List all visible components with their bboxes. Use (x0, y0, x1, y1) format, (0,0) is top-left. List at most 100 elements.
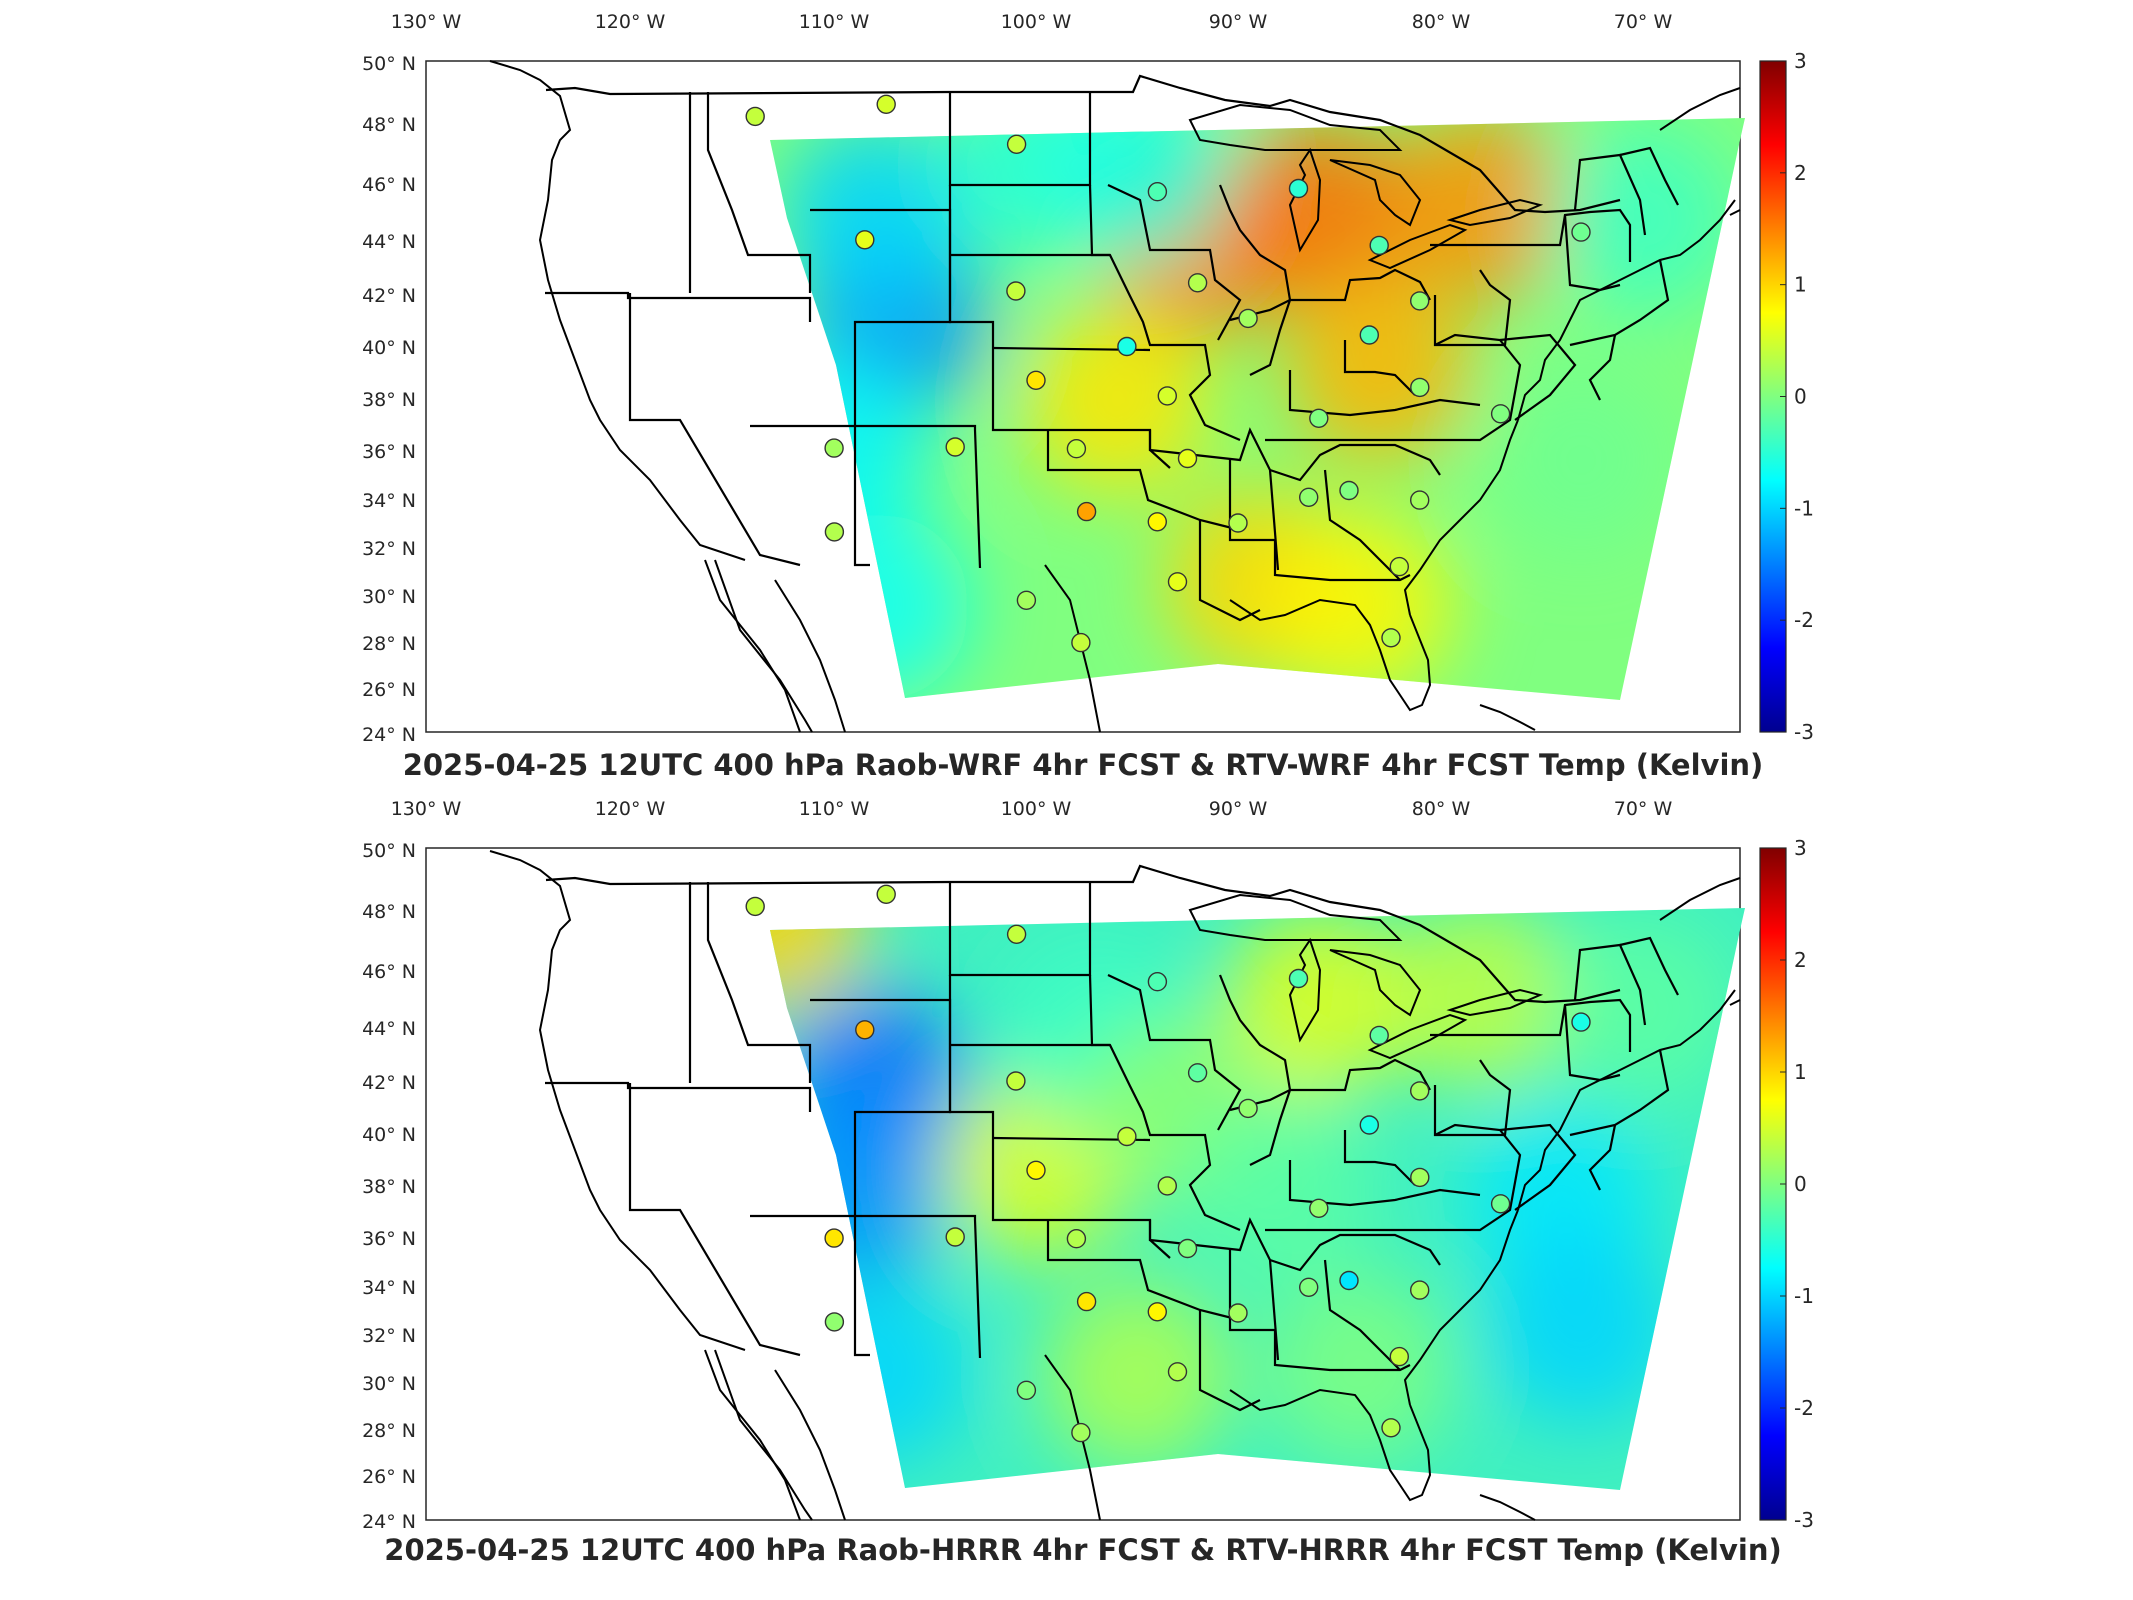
lat-label: 36° N (362, 1228, 416, 1250)
lat-label: 40° N (362, 337, 416, 359)
panel-title: 2025-04-25 12UTC 400 hPa Raob-WRF 4hr FC… (403, 748, 1764, 782)
lat-label: 24° N (362, 724, 416, 746)
raob-station-marker (1006, 1071, 1026, 1091)
colorbar-tick-label: 0 (1794, 385, 1807, 409)
raob-station-marker (1167, 1362, 1188, 1382)
colorbar-tick-label: 1 (1794, 1060, 1807, 1084)
lon-label: 100° W (1001, 798, 1072, 820)
state-borders (545, 864, 1679, 1412)
raob-station-marker (1238, 1098, 1258, 1119)
lat-label: 46° N (362, 174, 416, 196)
raob-station-marker (1071, 632, 1091, 653)
raob-station-marker (1006, 134, 1027, 155)
lat-label: 30° N (362, 586, 416, 608)
raob-station-marker (1026, 1160, 1046, 1180)
field-anomaly (1183, 1093, 1374, 1284)
field-anomaly (1546, 913, 1737, 1104)
raob-station-marker (1369, 1025, 1389, 1046)
raob-station-marker (1157, 386, 1178, 406)
raob-station-marker (1147, 181, 1168, 202)
raob-station-marker (1359, 1115, 1380, 1135)
lon-label: 70° W (1614, 11, 1673, 33)
field-anomaly (1021, 306, 1212, 497)
raob-station-marker (745, 106, 765, 127)
colorbar-tick-label: 3 (1794, 49, 1807, 73)
raob-station-marker (1409, 1280, 1430, 1300)
raob-station-marker (1409, 490, 1430, 510)
lon-label: 80° W (1412, 11, 1471, 33)
raob-station-marker (1066, 1229, 1087, 1249)
raob-station-marker (1006, 281, 1026, 301)
lat-label: 42° N (362, 1072, 416, 1094)
raob-station-marker (1238, 308, 1258, 329)
lat-label: 24° N (362, 1511, 416, 1533)
great-lakes (1188, 893, 1544, 1060)
raob-station-marker (945, 437, 965, 457)
colorbar-ticks: 3 2 1 0 -1 -2 -3 (1780, 49, 1814, 744)
raob-station-marker (1571, 1012, 1591, 1032)
lat-label: 38° N (362, 1176, 416, 1198)
lat-label: 48° N (362, 114, 416, 136)
field-anomaly (1486, 365, 1677, 555)
raob-station-marker (824, 522, 845, 542)
colorbar-tick-label: -2 (1794, 608, 1814, 632)
field-anomaly (1546, 123, 1737, 314)
lat-label: 50° N (362, 53, 416, 75)
raob-station-marker (1006, 924, 1027, 945)
lat-label: 50° N (362, 840, 416, 862)
lon-axis-labels: 130° W 120° W 110° W 100° W 90° W 80° W … (391, 798, 1673, 820)
field-anomaly (1384, 908, 1575, 1091)
lat-label: 30° N (362, 1373, 416, 1395)
colorbar-tick-label: 2 (1794, 948, 1807, 972)
field-anomaly (1284, 273, 1475, 464)
raob-station-marker (1187, 273, 1208, 293)
state-borders (545, 74, 1679, 622)
raob-station-marker (1490, 1194, 1511, 1214)
raob-station-marker (1298, 1277, 1319, 1297)
raob-station-marker (1410, 377, 1430, 398)
lat-label: 38° N (362, 389, 416, 411)
raob-station-marker (1167, 572, 1188, 592)
raob-station-marker (1026, 370, 1046, 390)
raob-station-marker (1288, 968, 1309, 989)
lat-label: 26° N (362, 679, 416, 701)
lat-label: 44° N (362, 1018, 416, 1040)
coastline (489, 60, 1741, 733)
raob-station-marker (1228, 1303, 1248, 1323)
raob-station-marker (855, 1020, 875, 1040)
raob-station-marker (1157, 1176, 1178, 1196)
raob-station-marker (1309, 408, 1329, 428)
raob-station-marker (1369, 235, 1389, 256)
lat-label: 40° N (362, 1124, 416, 1146)
raob-station-marker (1309, 1198, 1329, 1218)
colorbar-tick-label: -2 (1794, 1396, 1814, 1420)
raob-station-marker (1339, 480, 1359, 501)
raob-station-marker (1016, 590, 1037, 610)
raob-station-marker (876, 94, 896, 115)
lat-label: 26° N (362, 1466, 416, 1488)
panel-title: 2025-04-25 12UTC 400 hPa Raob-HRRR 4hr F… (384, 1533, 1781, 1567)
raob-station-marker (1117, 336, 1137, 357)
colorbar-tick-label: 0 (1794, 1172, 1807, 1196)
lat-label: 34° N (362, 490, 416, 512)
raob-station-marker (855, 230, 875, 250)
raob-station-marker (1117, 1126, 1137, 1147)
raob-station-marker (1490, 404, 1511, 424)
raob-station-marker (1147, 971, 1168, 992)
raob-station-marker (1339, 1270, 1359, 1291)
station-markers (745, 94, 1591, 653)
raob-station-marker (1359, 325, 1380, 345)
raob-station-marker (824, 1312, 845, 1332)
lon-label: 130° W (391, 798, 462, 820)
colorbar-tick-label: -1 (1794, 496, 1814, 520)
map-panel-bottom: 130° W 120° W 110° W 100° W 90° W 80° W … (362, 798, 1814, 1567)
raob-station-marker (1228, 513, 1248, 533)
raob-station-marker (1389, 1346, 1410, 1367)
lon-axis-labels: 130° W 120° W 110° W 100° W 90° W 80° W … (391, 11, 1673, 33)
lon-label: 120° W (595, 11, 666, 33)
raob-station-marker (1298, 487, 1319, 507)
lon-label: 70° W (1614, 798, 1673, 820)
lat-label: 28° N (362, 633, 416, 655)
raob-station-marker (1409, 291, 1430, 311)
raob-station-marker (1381, 1418, 1401, 1438)
